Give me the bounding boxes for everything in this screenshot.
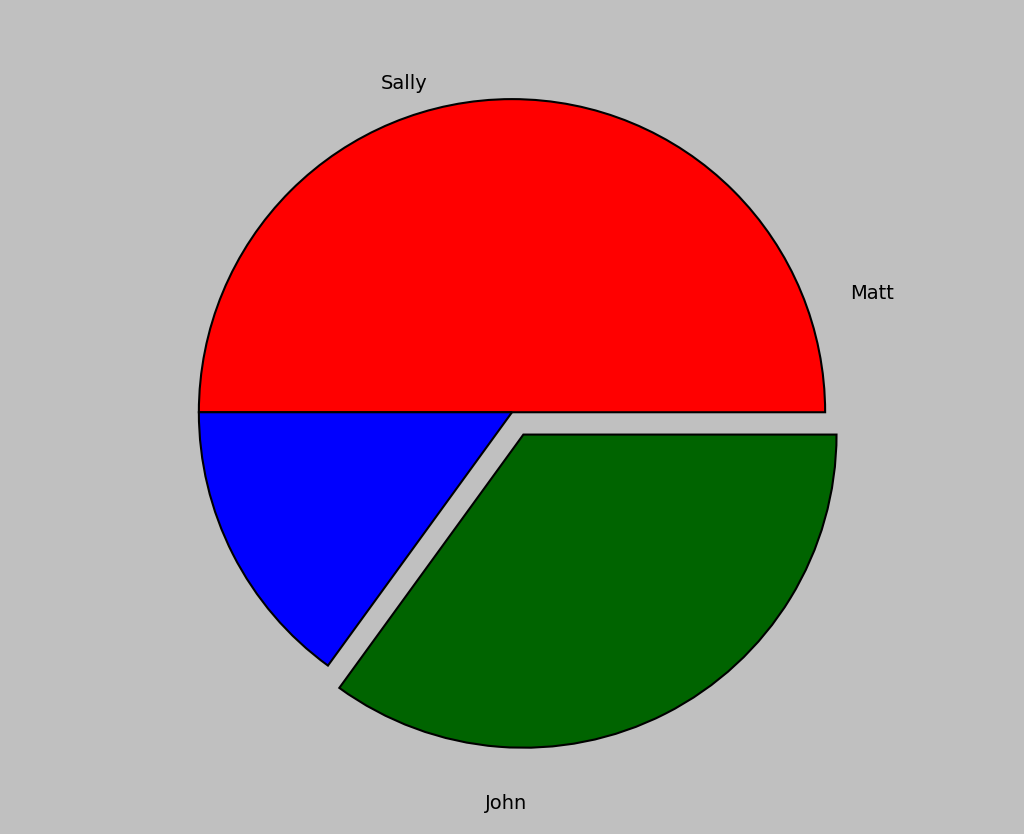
Wedge shape — [199, 99, 825, 412]
Wedge shape — [199, 412, 512, 666]
Text: John: John — [485, 794, 527, 813]
Text: Matt: Matt — [850, 284, 894, 303]
Text: Sally: Sally — [381, 74, 427, 93]
Wedge shape — [339, 435, 837, 748]
